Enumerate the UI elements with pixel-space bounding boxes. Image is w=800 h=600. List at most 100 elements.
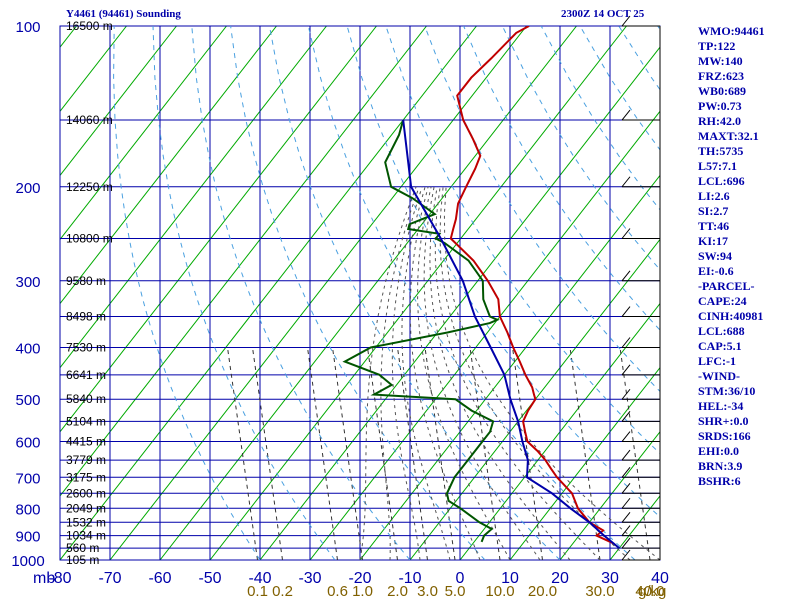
temperature-tick-label: 20	[551, 570, 569, 587]
pressure-tick-label: 500	[15, 392, 40, 409]
wind-barb-flag	[621, 511, 631, 523]
mixing-ratio-line	[332, 347, 363, 560]
dewpoint-profile-line	[342, 119, 500, 543]
pressure-tick-label: 900	[15, 529, 40, 546]
valid-time: 2300Z 14 OCT 25	[561, 8, 645, 20]
mixing-ratio-label: 0.6	[327, 583, 348, 600]
index-item: HEL:-34	[698, 399, 744, 413]
dry-adiabat-lines	[113, 26, 660, 560]
mixing-ratio-line	[367, 347, 398, 560]
height-label: 14060 m	[66, 113, 113, 127]
sounding-indices-list: WMO:94461 TP:122 MW:140 FRZ:623 WB0:689 PW:0.…	[698, 24, 800, 489]
moist-adiabat-line	[434, 186, 601, 560]
height-label: 16500 m	[66, 19, 113, 33]
index-item: CAP:5.1	[698, 339, 742, 353]
index-item: TH:5735	[698, 144, 744, 158]
isotherm-line	[60, 26, 177, 177]
isotherm-line	[60, 26, 477, 560]
height-label: 12250 m	[66, 180, 113, 194]
wind-barb-flag	[621, 306, 631, 317]
index-item: LFC:-1	[698, 354, 736, 368]
temperature-tick-label: -80	[48, 570, 71, 587]
moist-adiabat-line	[423, 186, 541, 560]
temperature-tick-label: -30	[298, 570, 321, 587]
index-item: MW:140	[698, 54, 743, 68]
moist-adiabat-line	[429, 186, 571, 560]
index-item: WMO:94461	[698, 24, 765, 38]
moist-adiabat-line	[401, 186, 451, 560]
moist-adiabat-line	[391, 186, 423, 560]
isotherm-line	[559, 430, 660, 560]
index-item: -PARCEL-	[698, 279, 755, 293]
height-label: 3779 m	[66, 453, 106, 467]
mixing-ratio-line	[424, 347, 456, 560]
dry-adiabat-line	[230, 26, 486, 560]
x-axis-unit: mb	[33, 570, 55, 587]
moist-adiabat-line	[417, 186, 511, 560]
index-item: TT:46	[698, 219, 730, 233]
index-item: FRZ:623	[698, 69, 744, 83]
wind-barb-flag	[621, 15, 631, 27]
mixing-ratio-lines	[227, 347, 651, 560]
index-item: MAXT:32.1	[698, 129, 759, 143]
wind-barb-flag	[621, 337, 631, 348]
height-label: 6641 m	[66, 368, 106, 382]
temperature-tick-label: -50	[198, 570, 221, 587]
height-label: 560 m	[66, 541, 99, 555]
index-item: SRDS:166	[698, 429, 751, 443]
height-label: 3175 m	[66, 470, 106, 484]
pressure-tick-label: 800	[15, 501, 40, 518]
wind-barb-flag	[621, 525, 631, 536]
index-item: -WIND-	[698, 369, 740, 383]
index-item: STM:36/10	[698, 384, 756, 398]
sounding-profiles	[342, 26, 620, 549]
isotherm-line	[409, 238, 660, 560]
height-label: 4415 m	[66, 435, 106, 449]
isotherm-line	[209, 26, 627, 560]
index-item: CINH:40981	[698, 309, 764, 323]
dry-adiabat-line	[307, 26, 636, 560]
wind-barb-flag	[621, 388, 631, 400]
height-label: 2049 m	[66, 501, 106, 515]
height-label: 9580 m	[66, 274, 106, 288]
isotherm-line	[109, 26, 527, 560]
height-label: 1034 m	[66, 529, 106, 543]
wind-barb-flag	[621, 176, 631, 188]
moist-adiabat-line	[409, 186, 481, 560]
isotherm-line	[459, 302, 660, 560]
pressure-tick-label: 700	[15, 470, 40, 487]
index-item: LCL:696	[698, 174, 745, 188]
height-label: 7530 m	[66, 341, 106, 355]
mixing-ratio-line	[227, 347, 258, 560]
isotherm-line	[60, 26, 377, 433]
mixing-ratio-line	[397, 347, 428, 560]
dry-adiabat-line	[113, 26, 261, 560]
index-item: EI:-0.6	[698, 264, 734, 278]
isotherm-line	[60, 26, 227, 241]
mixing-ratio-line	[307, 347, 338, 560]
temperature-profile-line	[449, 26, 614, 545]
mixing-ratio-line	[512, 347, 543, 560]
index-item: SHR+:0.0	[698, 414, 749, 428]
temperature-tick-label: -20	[348, 570, 371, 587]
index-item: TP:122	[698, 39, 736, 53]
index-item: EHI:0.0	[698, 444, 740, 458]
height-label: 105 m	[66, 553, 99, 567]
mixing-ratio-label: 20.0	[528, 583, 557, 600]
index-item: SI:2.7	[698, 204, 729, 218]
height-label: 5104 m	[66, 414, 106, 428]
isotherm-line	[159, 26, 577, 560]
temperature-tick-label: 40	[651, 570, 669, 587]
wind-barb-flag	[621, 411, 631, 422]
wind-barb-flag	[621, 109, 631, 121]
temperature-tick-label: -10	[398, 570, 421, 587]
pressure-tick-label: 600	[15, 435, 40, 452]
index-item: PW:0.73	[698, 99, 742, 113]
index-item: KI:17	[698, 234, 728, 248]
pressure-tick-label: 300	[15, 274, 40, 291]
chart-title: Y4461 (94461) Sounding	[66, 8, 181, 20]
moist-adiabat-line	[443, 186, 660, 560]
temperature-tick-label: 10	[501, 570, 519, 587]
